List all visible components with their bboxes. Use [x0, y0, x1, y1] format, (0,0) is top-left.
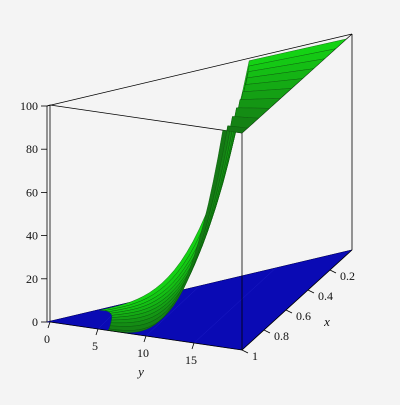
x-tick [307, 289, 315, 294]
y-tick-label: 5 [92, 339, 98, 353]
x-tick-label: 0.2 [340, 269, 355, 283]
box-edge [46, 33, 353, 107]
y-tick-label: 0 [44, 332, 50, 346]
plane-mesh-line [193, 267, 276, 344]
box-edge [49, 104, 243, 134]
plane-mesh-line [145, 285, 200, 337]
tick-marks [41, 105, 337, 354]
y-tick [143, 335, 147, 343]
y-tick-label: 10 [137, 346, 149, 360]
z-tick-label: 80 [26, 142, 38, 156]
y-axis-label: y [136, 364, 144, 379]
y-tick [95, 328, 99, 336]
x-axis-label: x [323, 314, 330, 329]
y-tick-label: 15 [185, 353, 197, 367]
x-tick [263, 329, 271, 334]
tick-labels: 0 20 40 60 80 100 0 5 10 15 0.2 0.4 0.6 0.8 1 y x [20, 99, 355, 379]
z-zero-plane [46, 249, 353, 351]
x-tick-label: 0.4 [318, 289, 333, 303]
x-tick-label: 1 [252, 349, 258, 363]
x-tick-label: 0.6 [296, 309, 311, 323]
z-tick-label: 20 [26, 272, 38, 286]
z-tick-label: 100 [20, 99, 38, 113]
y-tick [191, 342, 195, 350]
box-edge [46, 104, 51, 107]
x-tick [329, 269, 337, 274]
box-edge [241, 249, 353, 351]
z-tick-label: 40 [26, 229, 38, 243]
x-tick-label: 0.8 [274, 329, 289, 343]
blue-plane [46, 249, 353, 351]
z-tick-label: 0 [32, 315, 38, 329]
z-tick-label: 60 [26, 185, 38, 199]
x-tick [241, 349, 249, 354]
x-tick [285, 309, 293, 314]
y-tick [47, 321, 51, 329]
